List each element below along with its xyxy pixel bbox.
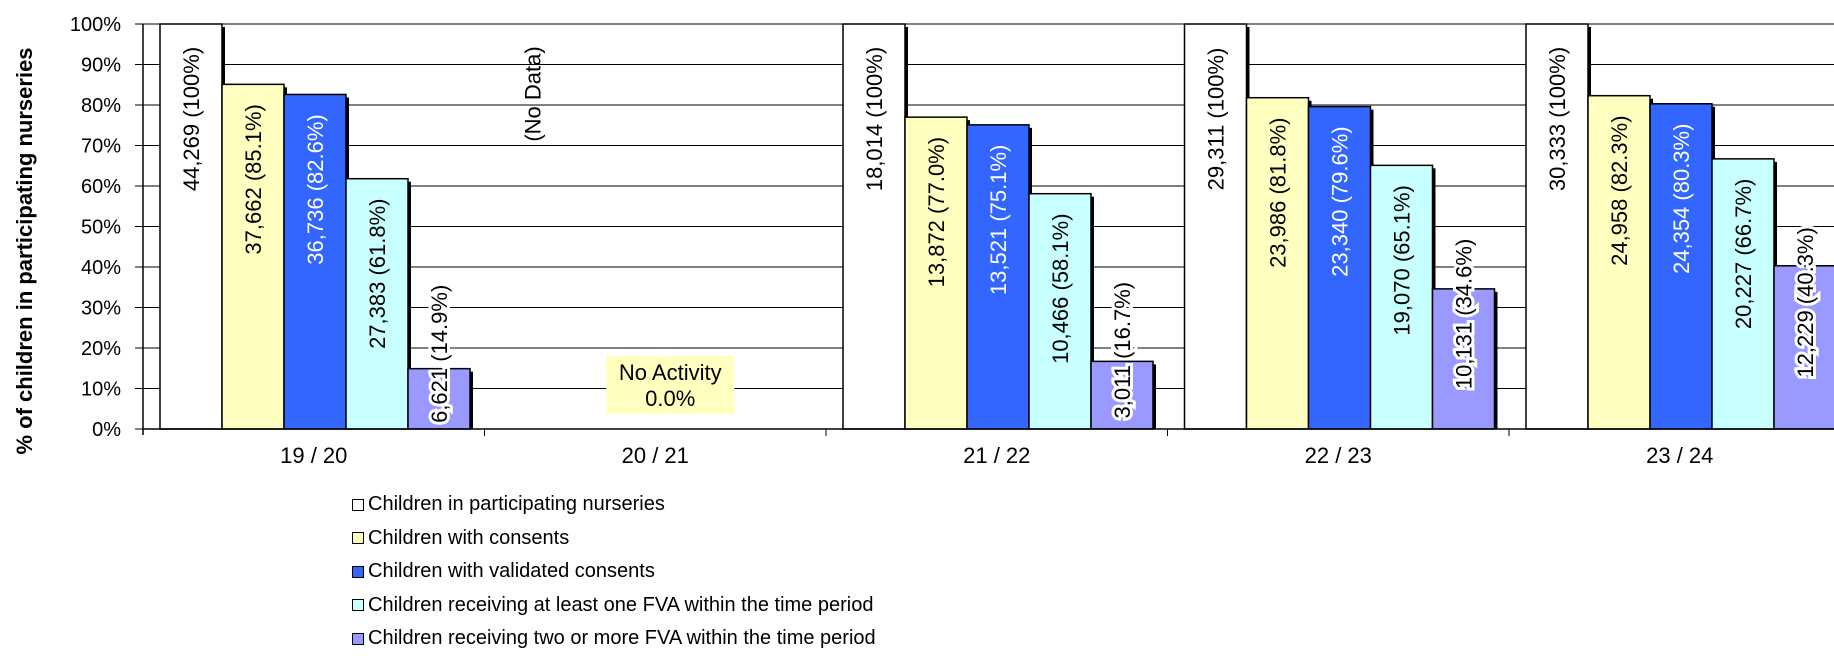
- data-label: 13,872 (77.0%): [924, 137, 949, 287]
- legend-item: Children with consents: [352, 522, 876, 556]
- x-tick-label: 20 / 21: [622, 443, 689, 468]
- data-label: 24,354 (80.3%): [1669, 124, 1694, 274]
- bar: [1183, 23, 1248, 430]
- data-label: 20,227 (66.7%): [1731, 179, 1756, 329]
- data-label: 36,736 (82.6%): [303, 114, 328, 264]
- bar: [966, 124, 1030, 430]
- data-label: 10,466 (58.1%): [1048, 213, 1073, 363]
- bar: [1773, 265, 1834, 430]
- y-tick-label: 40%: [81, 257, 121, 279]
- legend-swatch: [352, 632, 364, 645]
- legend-swatch: [352, 498, 364, 511]
- data-label: 30,333 (100%): [1545, 47, 1570, 191]
- bar: [1090, 360, 1154, 430]
- y-tick-label: 60%: [81, 176, 121, 198]
- data-label: 12,229 (40.3%): [1793, 227, 1818, 377]
- legend-item: Children receiving two or more FVA withi…: [352, 622, 876, 656]
- legend-swatch: [352, 599, 364, 612]
- bar: [407, 367, 471, 430]
- legend-label: Children receiving at least one FVA with…: [368, 593, 874, 616]
- data-label: 13,521 (75.1%): [986, 145, 1011, 295]
- y-tick-label: 70%: [81, 136, 121, 158]
- annotation-text: No Activity: [619, 360, 722, 385]
- bar: [1649, 103, 1713, 430]
- data-label: 18,014 (100%): [862, 47, 887, 191]
- data-label: 6,621 (14.9%): [427, 285, 452, 423]
- legend-swatch: [352, 565, 364, 578]
- annotation-box: [606, 356, 735, 414]
- legend-label: Children with consents: [368, 526, 570, 549]
- y-tick-label: 80%: [81, 95, 121, 117]
- y-tick-label: 90%: [81, 55, 121, 77]
- x-tick-label: 22 / 23: [1305, 443, 1372, 468]
- data-label: 24,958 (82.3%): [1607, 115, 1632, 265]
- data-label: 27,383 (61.8%): [365, 198, 390, 348]
- bar: [1028, 192, 1092, 430]
- legend-item: Children in participating nurseries: [352, 488, 876, 522]
- y-tick-label: 50%: [81, 217, 121, 239]
- bar: [842, 23, 906, 430]
- bar: [283, 93, 347, 430]
- y-tick-label: 20%: [81, 338, 121, 360]
- legend-item: Children with validated consents: [352, 555, 876, 589]
- y-tick-label: 0%: [92, 419, 121, 441]
- data-label: 23,986 (81.8%): [1266, 117, 1291, 267]
- x-tick-label: 23 / 24: [1646, 443, 1713, 468]
- legend-label: Children in participating nurseries: [368, 493, 665, 516]
- legend-item: Children receiving at least one FVA with…: [352, 589, 876, 623]
- chart-legend: Children in participating nurseries Child…: [352, 488, 876, 656]
- annotation-text: 0.0%: [645, 386, 695, 411]
- data-label: 44,269 (100%): [179, 47, 204, 191]
- data-label: 23,340 (79.6%): [1328, 126, 1353, 276]
- data-label: 19,070 (65.1%): [1390, 185, 1415, 335]
- y-tick-label: 100%: [70, 14, 121, 36]
- data-label: 37,662 (85.1%): [241, 104, 266, 254]
- bar: [1245, 96, 1310, 430]
- data-label: 3,011 (16.7%): [1110, 282, 1135, 419]
- legend-label: Children with validated consents: [368, 560, 655, 583]
- x-tick-label: 19 / 20: [280, 443, 347, 468]
- y-axis-label: % of children in participating nurseries: [12, 47, 37, 454]
- data-label: (No Data): [521, 46, 546, 141]
- bar: [1525, 23, 1589, 430]
- bar: [345, 177, 409, 430]
- data-label: 29,311 (100%): [1204, 48, 1229, 191]
- bar: [904, 116, 968, 430]
- data-label: 10,131 (34.6%): [1452, 239, 1477, 389]
- bar: [1431, 288, 1496, 430]
- legend-swatch: [352, 532, 364, 545]
- x-tick-label: 21 / 22: [963, 443, 1030, 468]
- y-tick-label: 10%: [81, 379, 121, 401]
- legend-label: Children receiving two or more FVA withi…: [368, 627, 876, 650]
- bar: [159, 23, 223, 430]
- bar-chart: 0% 10% 20% 30% 40% 50% 60% 70% 80% 90% 100% 19 / 20…: [12, 14, 1834, 468]
- y-tick-label: 30%: [81, 298, 121, 320]
